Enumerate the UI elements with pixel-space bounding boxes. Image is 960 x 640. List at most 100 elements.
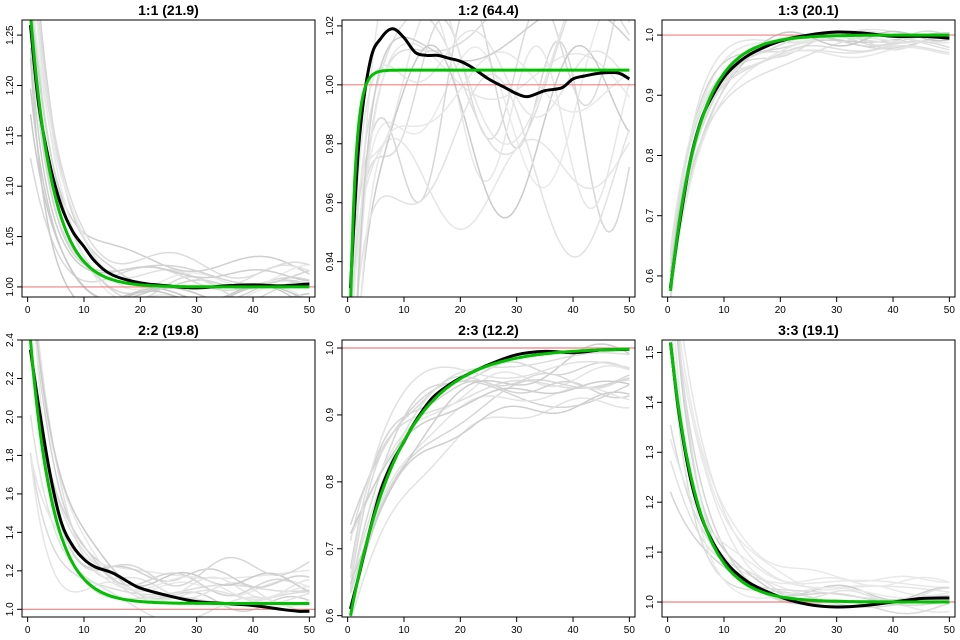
x-tick-label: 20 [455,305,467,316]
background-trace [677,340,950,607]
x-tick-label: 40 [247,625,259,636]
plot-area [342,343,635,617]
background-trace [349,360,630,578]
background-trace [38,20,310,279]
x-tick-label: 30 [831,625,843,636]
background-trace [349,380,630,569]
fitted-line [669,33,950,292]
observed-line [28,349,310,613]
background-trace [29,414,310,617]
y-tick-label: 1.0 [5,602,16,616]
x-tick-label: 10 [78,305,90,316]
x-tick-label: 20 [775,625,787,636]
background-trace [670,44,950,297]
y-tick-label: 1.00 [5,277,16,297]
x-tick-label: 20 [135,305,147,316]
x-tick-label: 50 [624,305,636,316]
plot-frame [661,19,956,298]
y-tick-label: 1.0 [645,28,656,42]
background-trace [349,386,630,613]
x-tick-label: 10 [398,305,410,316]
background-trace [674,340,950,599]
fitted-line [349,68,630,297]
background-trace [356,20,566,297]
x-tick-label: 40 [567,625,579,636]
y-tick-label: 2.4 [5,333,16,347]
chart-title: 3:3 (19.1) [778,322,839,338]
y-tick-label: 1.4 [645,395,656,409]
x-tick-label: 50 [624,625,636,636]
y-tick-label: 1.3 [645,445,656,459]
chart-title: 2:2 (19.8) [138,322,199,338]
fitted-line [29,340,310,605]
background-trace [349,380,630,535]
x-tick-label: 50 [944,625,956,636]
background-trace [670,28,950,297]
x-tick-label: 20 [775,305,787,316]
x-tick-label: 50 [304,625,316,636]
x-tick-label: 0 [345,625,351,636]
chart-title: 1:2 (64.4) [458,2,519,18]
chart-panel: 1:2 (64.4) 0 10 20 30 40 50 0.94 0.96 0.98 1.00 1.0… [325,2,636,316]
x-tick-label: 20 [455,625,467,636]
background-trace [669,491,950,604]
plot-frame [21,19,316,298]
background-trace [352,20,601,297]
x-tick-label: 30 [191,625,203,636]
y-tick-label: 1.02 [325,16,336,36]
chart-panel: 2:2 (19.8) 0 10 20 30 40 50 1.0 1.2 1.4 1.6 1.8 2.0 2… [5,322,316,636]
y-tick-label: 1.0 [325,341,336,355]
background-trace [351,20,616,297]
x-tick-label: 10 [398,625,410,636]
x-tick-label: 20 [135,625,147,636]
x-tick-label: 40 [247,305,259,316]
background-trace [669,30,950,254]
y-tick-label: 1.25 [5,25,16,45]
y-tick-label: 1.2 [5,563,16,577]
x-tick-label: 0 [345,305,351,316]
y-tick-label: 1.5 [645,345,656,359]
x-tick-label: 40 [887,305,899,316]
background-trace [29,88,310,297]
chart-panel: 2:3 (12.2) 0 10 20 30 40 50 0.6 0.7 0.8 0.9 1.0 [325,322,636,636]
background-trace [29,47,310,282]
x-tick-label: 40 [567,305,579,316]
y-tick-label: 0.8 [325,474,336,488]
fitted-line [349,347,630,616]
plot-frame [21,339,316,618]
observed-line [348,27,631,289]
background-trace [669,32,950,273]
x-tick-label: 30 [511,625,523,636]
background-trace [669,35,950,276]
y-tick-label: 2.0 [5,410,16,424]
y-tick-label: 1.20 [5,75,16,95]
background-trace [33,20,310,297]
x-tick-label: 0 [25,625,31,636]
x-tick-label: 0 [25,305,31,316]
x-tick-label: 10 [718,625,730,636]
background-trace [29,28,310,297]
observed-line [668,342,950,609]
y-tick-label: 1.10 [5,176,16,196]
plot-frame [661,339,956,618]
background-trace [679,340,950,597]
background-trace [357,42,630,297]
plot-area [22,340,315,617]
plot-frame [341,19,636,298]
background-trace [349,380,630,526]
background-trace [349,20,631,268]
plot-frame [341,339,636,618]
y-tick-label: 0.6 [325,608,336,622]
chart-panel: 1:1 (21.9) 0 10 20 30 40 50 1.00 1.05 1.10 1.15 1.2… [5,2,316,316]
y-tick-label: 0.7 [325,541,336,555]
background-trace [669,32,950,285]
background-trace [29,452,310,596]
background-trace [670,40,950,297]
chart-panel: 1:3 (20.1) 0 10 20 30 40 50 0.6 0.7 0.8 0.9 1.0 [645,2,956,316]
background-trace [669,35,950,296]
plot-area [342,20,635,297]
background-trace [349,343,630,617]
y-tick-label: 0.9 [645,88,656,102]
observed-line [28,24,310,290]
